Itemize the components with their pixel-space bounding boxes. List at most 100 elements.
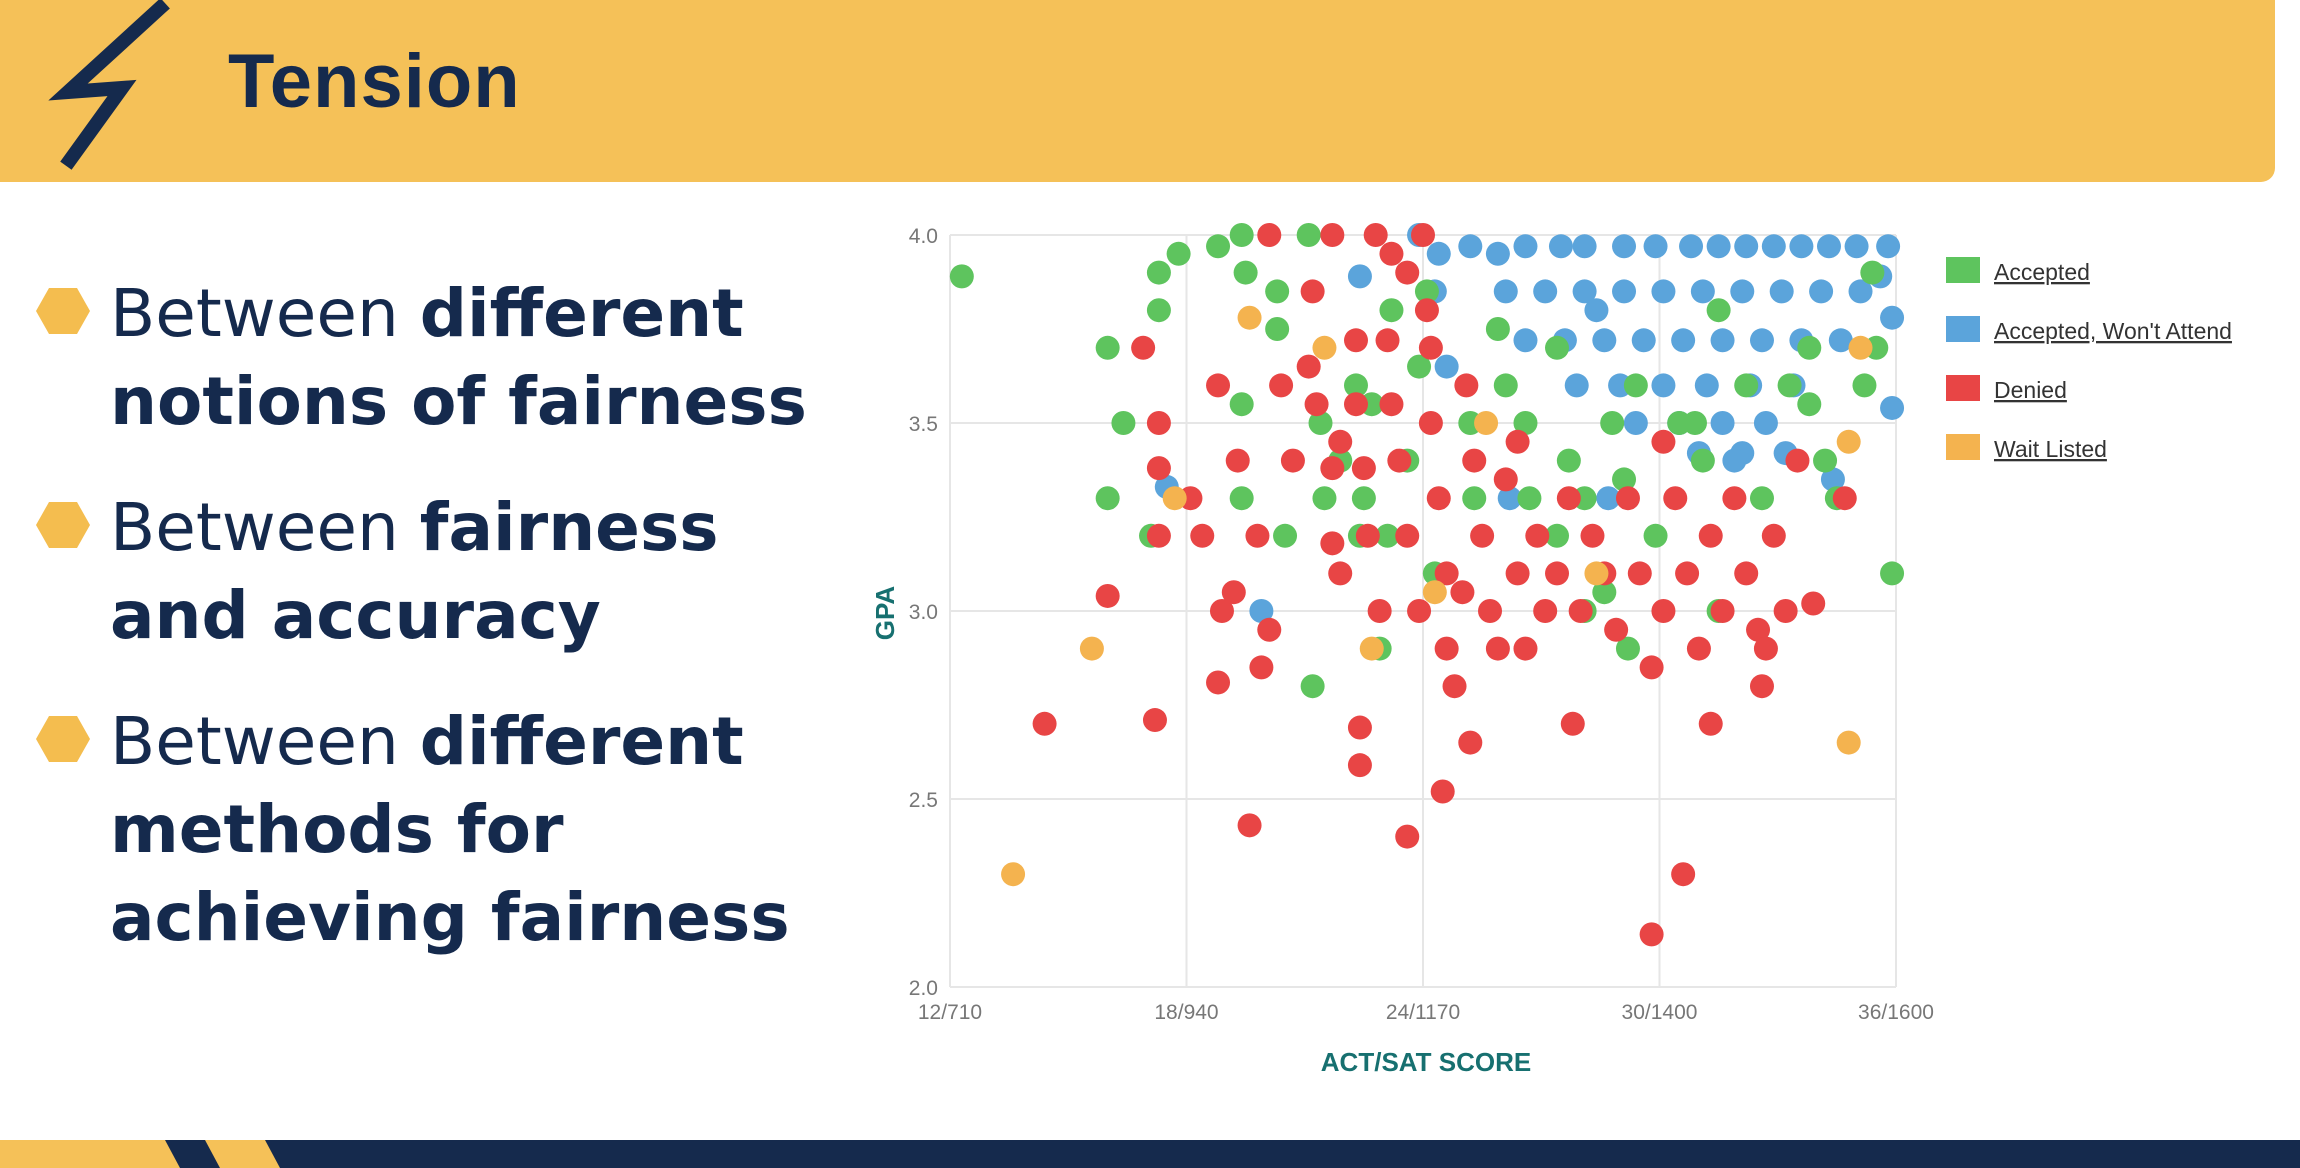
data-point-accepted (1265, 317, 1290, 341)
data-point-denied (1320, 223, 1345, 247)
data-point-accepted (1351, 486, 1376, 511)
data-point-wait-listed (1422, 580, 1447, 605)
data-point-denied (1734, 561, 1759, 586)
data-point-accepted-wont-attend (1690, 279, 1715, 304)
data-point-denied (1343, 328, 1368, 353)
data-point-denied (1032, 711, 1057, 736)
data-point-denied (1206, 373, 1231, 398)
data-point-accepted (1777, 373, 1802, 398)
x-tick-label: 18/940 (1154, 1001, 1218, 1024)
data-point-denied (1414, 298, 1439, 323)
data-point-accepted-wont-attend (1249, 599, 1274, 623)
data-point-denied (1615, 486, 1640, 511)
data-point-denied (1430, 779, 1455, 804)
legend-swatch (1946, 257, 1980, 283)
legend-label[interactable]: Accepted, Won't Attend (1994, 318, 2232, 344)
data-point-denied (1462, 448, 1487, 473)
data-point-accepted (1095, 335, 1120, 360)
data-point-denied (1300, 279, 1325, 304)
y-tick-label: 3.5 (909, 413, 938, 436)
data-point-denied (1671, 862, 1696, 887)
legend-label[interactable]: Wait Listed (1994, 436, 2107, 462)
data-point-accepted (1485, 317, 1510, 341)
bullet-text: Between fairness and accuracy (110, 489, 719, 654)
data-point-accepted-wont-attend (1734, 234, 1759, 259)
data-point-accepted (1462, 486, 1487, 511)
data-point-denied (1146, 411, 1171, 435)
data-point-denied (1320, 456, 1345, 481)
data-point-accepted (1166, 241, 1191, 266)
data-point-wait-listed (1079, 636, 1104, 661)
lightning-bolt-icon (48, 0, 170, 170)
data-point-wait-listed (1162, 486, 1187, 511)
data-point-denied (1249, 655, 1274, 680)
data-point-accepted (1233, 260, 1258, 285)
hexagon-bullet-icon (36, 716, 90, 762)
data-point-denied (1131, 335, 1156, 360)
data-point-wait-listed (1359, 636, 1384, 661)
data-point-accepted (1308, 411, 1333, 435)
data-point-accepted (1612, 467, 1637, 492)
legend-label[interactable]: Denied (1994, 377, 2067, 403)
page-title: Tension (228, 39, 521, 124)
data-point-denied (1513, 636, 1538, 661)
data-point-accepted (1643, 523, 1668, 548)
data-point-accepted-wont-attend (1564, 373, 1589, 398)
data-point-denied (1568, 599, 1593, 623)
data-point-accepted-wont-attend (1820, 467, 1845, 492)
data-point-denied (1142, 708, 1167, 733)
data-point-denied (1485, 636, 1510, 661)
data-point-accepted-wont-attend (1848, 279, 1873, 304)
data-point-accepted-wont-attend (1497, 486, 1522, 511)
data-point-accepted-wont-attend (1493, 279, 1518, 304)
data-point-denied (1450, 580, 1475, 605)
data-point-denied (1387, 448, 1412, 473)
data-point-accepted-wont-attend (1753, 411, 1778, 435)
data-point-denied (1411, 223, 1435, 247)
y-tick-label: 2.5 (909, 789, 938, 812)
data-point-accepted-wont-attend (1844, 234, 1869, 259)
data-point-denied (1257, 617, 1282, 642)
data-point-denied (1296, 354, 1321, 379)
data-point-wait-listed (1474, 411, 1499, 435)
data-point-accepted (1229, 392, 1254, 417)
data-point-denied (1395, 523, 1420, 548)
legend-label[interactable]: Accepted (1994, 259, 2090, 285)
data-point-denied (1785, 448, 1810, 473)
x-axis-title: ACT/SAT SCORE (1321, 1047, 1531, 1077)
admissions-scatter-chart: 2.0 2.5 3.0 3.5 4.0 12/710 18/940 24/1170 30/14… (870, 223, 2232, 1077)
data-point-accepted-wont-attend (1694, 373, 1719, 398)
data-point-accepted (1095, 486, 1120, 511)
data-point-accepted-wont-attend (1572, 279, 1597, 304)
data-point-denied (1505, 561, 1530, 586)
data-point-accepted-wont-attend (1876, 234, 1901, 259)
data-point-denied (1395, 824, 1420, 849)
data-point-accepted (1206, 234, 1231, 259)
data-point-denied (1375, 328, 1400, 353)
data-point-denied (1367, 599, 1392, 623)
data-point-wait-listed (1584, 561, 1609, 586)
data-point-denied (1627, 561, 1652, 586)
data-point-accepted (1682, 411, 1707, 435)
x-tick-label: 12/710 (918, 1001, 982, 1024)
data-point-accepted (1690, 448, 1715, 473)
data-point-denied (1146, 456, 1171, 481)
data-point-accepted (1517, 486, 1542, 511)
bullet-text: Between different methods for achieving … (110, 703, 790, 956)
data-point-accepted-wont-attend (1612, 234, 1637, 259)
data-point-accepted (1375, 523, 1400, 548)
data-point-denied (1698, 523, 1723, 548)
data-point-denied (1146, 523, 1171, 548)
data-point-accepted-wont-attend (1761, 234, 1786, 259)
data-point-denied (1395, 260, 1420, 285)
data-point-accepted (1273, 523, 1298, 548)
data-point-accepted (1880, 561, 1905, 586)
data-point-denied (1304, 392, 1329, 417)
data-point-accepted-wont-attend (1485, 241, 1510, 266)
data-point-accepted-wont-attend (1434, 354, 1459, 379)
data-point-denied (1221, 580, 1246, 605)
data-point-accepted (1414, 279, 1439, 304)
data-point-denied (1493, 467, 1518, 492)
data-point-accepted-wont-attend (1769, 279, 1794, 304)
x-tick-label: 36/1600 (1858, 1001, 1934, 1024)
